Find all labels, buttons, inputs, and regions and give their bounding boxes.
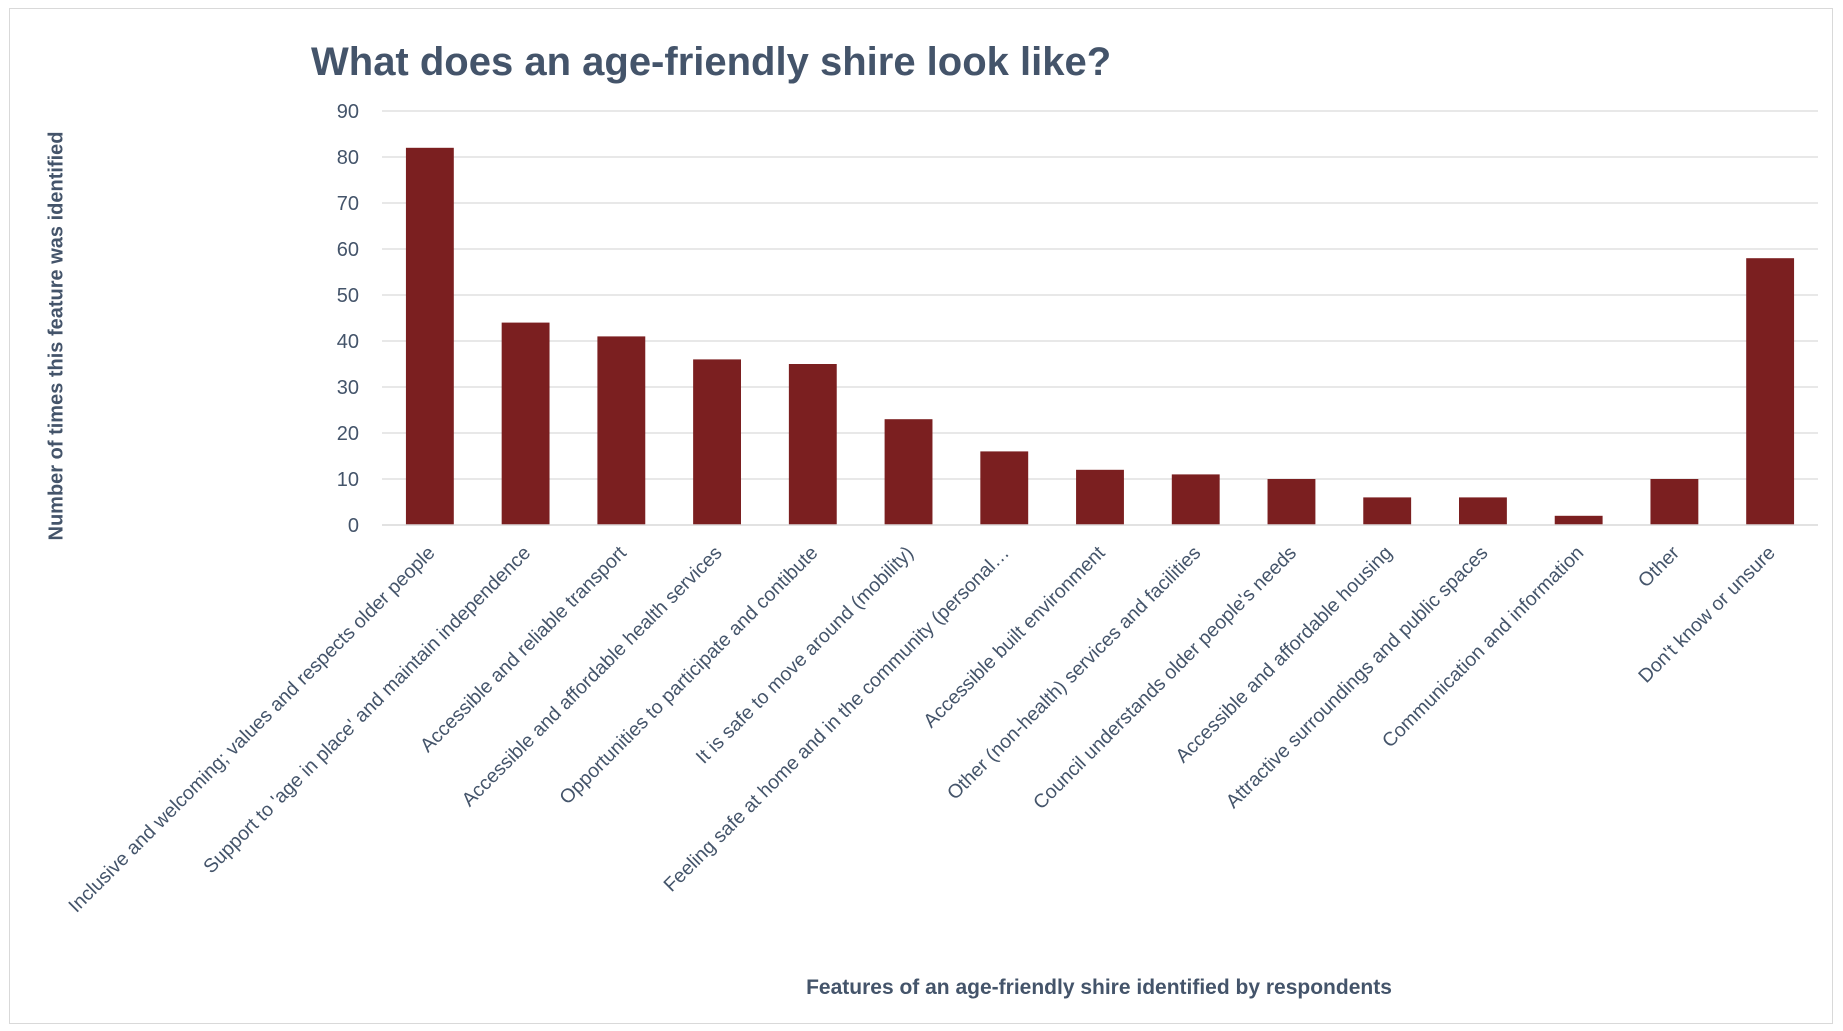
x-tick-label: Communication and information (1378, 542, 1588, 752)
x-tick-label: Support to 'age in place' and maintain i… (199, 542, 535, 878)
x-axis-title: Features of an age-friendly shire identi… (806, 976, 1392, 999)
x-tick-label: Inclusive and welcoming; values and resp… (64, 542, 439, 917)
x-tick-label: Accessible built environment (919, 542, 1110, 733)
y-axis-ticks: 0 10 20 30 40 50 60 70 80 90 (337, 101, 359, 537)
bar (1554, 515, 1603, 525)
x-tick-label: Feeling safe at home and in the communit… (659, 542, 1013, 896)
bar (1363, 497, 1412, 525)
y-tick-label: 60 (337, 239, 359, 261)
bar (788, 364, 837, 525)
bar (597, 336, 646, 525)
y-tick-label: 70 (337, 193, 359, 215)
bar (501, 322, 550, 525)
chart-title: What does an age-friendly shire look lik… (311, 40, 1112, 84)
x-tick-label: Accessible and reliable transport (416, 542, 631, 757)
bar (980, 451, 1029, 525)
y-tick-label: 30 (337, 377, 359, 399)
x-axis-ticks: Inclusive and welcoming; values and resp… (64, 542, 1779, 917)
bar (1076, 469, 1124, 525)
y-tick-label: 0 (348, 515, 359, 537)
bar (1171, 474, 1220, 525)
bar (1267, 479, 1316, 525)
y-tick-label: 20 (337, 423, 359, 445)
bar (405, 147, 454, 526)
bar (693, 359, 741, 525)
x-tick-label: Other (1634, 542, 1684, 592)
bars (405, 147, 1795, 526)
y-tick-label: 80 (337, 147, 359, 169)
bar (1746, 258, 1795, 525)
y-tick-label: 40 (337, 331, 359, 353)
bar (1459, 497, 1507, 525)
y-tick-label: 90 (337, 101, 359, 123)
bar (884, 419, 933, 525)
y-tick-label: 10 (337, 469, 359, 491)
bar (1650, 479, 1699, 525)
y-tick-label: 50 (337, 285, 359, 307)
